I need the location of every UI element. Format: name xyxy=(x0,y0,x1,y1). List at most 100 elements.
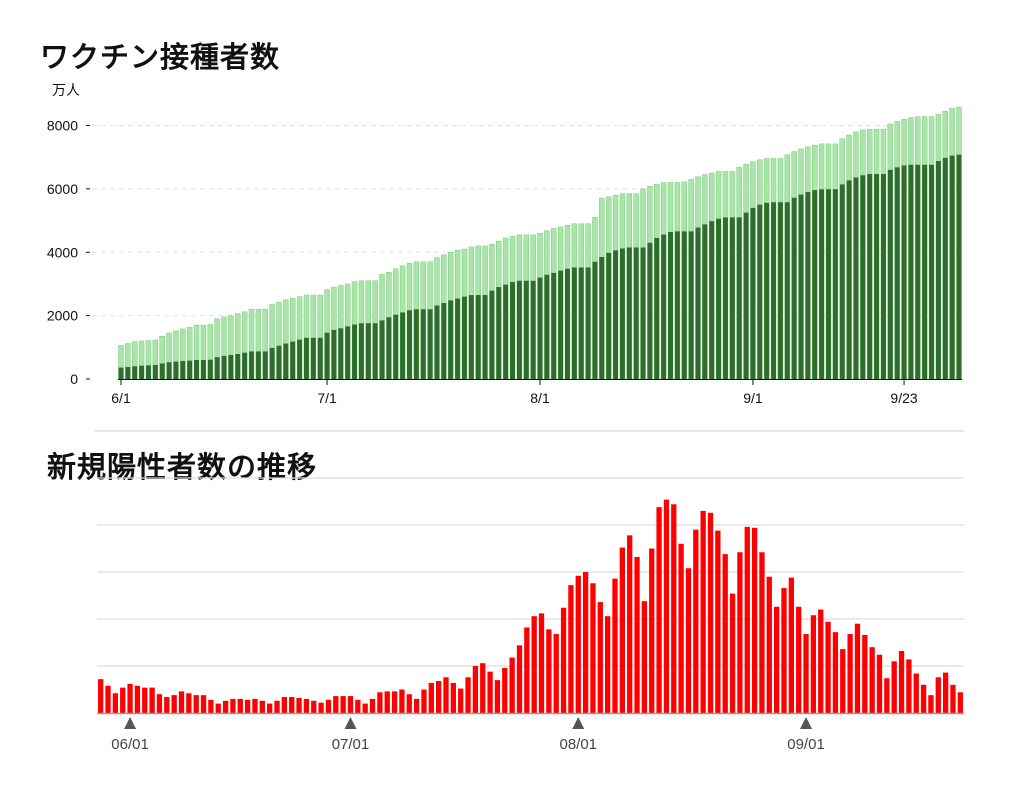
bar-completed xyxy=(613,250,619,379)
case-bar xyxy=(862,634,868,713)
case-bar xyxy=(318,702,324,713)
case-bar xyxy=(957,692,963,713)
bar-completed xyxy=(152,365,158,379)
bar-completed xyxy=(420,309,426,379)
bar-completed xyxy=(551,272,557,379)
bar-completed xyxy=(427,309,433,379)
case-bar xyxy=(663,499,670,713)
case-bar xyxy=(869,647,875,713)
case-bar xyxy=(428,682,434,713)
bar-completed xyxy=(461,296,467,379)
case-bar xyxy=(487,671,493,713)
bar-completed xyxy=(379,320,385,379)
bar-completed xyxy=(331,329,337,379)
bar-completed xyxy=(846,180,852,379)
case-bar xyxy=(164,697,170,713)
bar-completed xyxy=(578,267,584,379)
bar-completed xyxy=(221,355,227,379)
case-bar xyxy=(796,606,802,713)
x-tick-label: 6/1 xyxy=(111,390,131,406)
bar-completed xyxy=(365,323,371,379)
bar-completed xyxy=(324,332,330,379)
bar-completed xyxy=(537,277,543,379)
bar-completed xyxy=(496,287,502,379)
bar-completed xyxy=(736,217,742,379)
bar-completed xyxy=(571,267,577,379)
vaccination-unit-label: 万人 xyxy=(52,83,80,99)
bar-completed xyxy=(235,353,241,379)
bar-completed xyxy=(125,366,131,379)
case-bar xyxy=(884,678,890,713)
case-bar xyxy=(303,698,310,713)
case-bar xyxy=(531,616,537,713)
case-bar xyxy=(98,679,104,713)
bar-completed xyxy=(242,352,248,379)
bar-completed xyxy=(338,328,344,379)
case-bar xyxy=(707,512,714,713)
case-bar xyxy=(641,601,648,713)
bar-completed xyxy=(647,242,653,379)
x-tick-label: 7/1 xyxy=(317,390,337,406)
case-bar xyxy=(751,527,758,713)
bar-completed xyxy=(200,359,206,379)
case-bar xyxy=(311,700,317,713)
bar-completed xyxy=(709,221,715,379)
bar-completed xyxy=(805,192,811,379)
y-tick-label: 0 xyxy=(70,371,78,387)
y-tick-label: 2000 xyxy=(47,308,78,324)
case-bar xyxy=(127,683,133,713)
case-bar xyxy=(516,645,523,713)
case-bar xyxy=(538,613,545,713)
bar-completed xyxy=(146,365,151,379)
x-tick-label: 07/01 xyxy=(332,736,370,753)
bar-completed xyxy=(187,360,193,379)
bar-completed xyxy=(434,305,440,379)
bar-completed xyxy=(159,363,165,379)
y-tick-label: 8000 xyxy=(47,118,78,134)
case-bar xyxy=(810,615,817,713)
case-bar xyxy=(421,689,427,713)
case-bar xyxy=(377,692,383,713)
bar-completed xyxy=(908,164,914,379)
bar-completed xyxy=(358,323,364,379)
case-bar xyxy=(590,583,596,713)
x-tick-marker xyxy=(800,717,813,729)
bar-completed xyxy=(729,217,735,379)
case-bar xyxy=(744,526,750,713)
bar-completed xyxy=(599,257,605,379)
bar-completed xyxy=(922,164,928,379)
case-bar xyxy=(575,575,581,713)
case-bar xyxy=(781,587,787,713)
case-bar xyxy=(436,681,442,713)
case-bar xyxy=(722,554,728,713)
bar-completed xyxy=(702,224,708,379)
bar-completed xyxy=(448,300,454,379)
case-bar xyxy=(413,698,420,713)
case-bar xyxy=(832,632,839,713)
vaccination-chart-title: ワクチン接種者数 xyxy=(40,40,281,74)
bar-completed xyxy=(949,155,955,379)
case-bar xyxy=(134,685,141,713)
bar-completed xyxy=(180,360,186,379)
bar-completed xyxy=(798,194,804,379)
bar-completed xyxy=(558,270,564,379)
case-bar xyxy=(458,688,464,713)
bar-completed xyxy=(173,361,179,379)
case-bar xyxy=(112,693,119,713)
case-bar xyxy=(546,629,552,713)
bar-completed xyxy=(530,280,536,379)
bar-completed xyxy=(194,359,200,379)
case-bar xyxy=(634,556,640,713)
case-bar xyxy=(818,609,824,713)
bar-completed xyxy=(874,173,880,379)
bar-completed xyxy=(255,351,261,379)
case-bar xyxy=(597,602,603,713)
case-bar xyxy=(906,659,912,713)
case-bar xyxy=(737,552,743,713)
case-bar xyxy=(267,703,273,713)
case-bar xyxy=(289,697,295,713)
bar-completed xyxy=(606,252,612,379)
bar-completed xyxy=(743,212,749,379)
bar-completed xyxy=(297,339,303,379)
bar-completed xyxy=(688,231,694,379)
